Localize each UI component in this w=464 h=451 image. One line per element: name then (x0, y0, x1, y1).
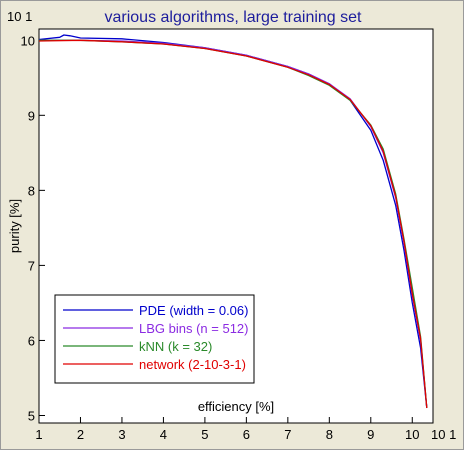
y-tick-label: 8 (28, 183, 35, 198)
y-multiplier-label: 10 1 (7, 9, 32, 24)
chart-title: various algorithms, large training set (104, 9, 362, 26)
x-tick-label: 9 (367, 427, 374, 442)
x-tick-label: 7 (284, 427, 291, 442)
x-axis-label: efficiency [%] (198, 399, 274, 414)
x-tick-label: 8 (326, 427, 333, 442)
x-tick-group: 1 2 3 4 5 6 7 8 9 10 (35, 417, 419, 442)
y-tick-label: 10 (21, 33, 35, 48)
y-tick-group: 5 6 7 8 9 10 (21, 33, 45, 423)
legend-label-lbg: LBG bins (n = 512) (139, 321, 248, 336)
series-group (38, 34, 428, 409)
y-tick-label: 5 (28, 408, 35, 423)
x-tick-label: 5 (201, 427, 208, 442)
y-tick-label: 7 (28, 258, 35, 273)
series-line-network (38, 39, 428, 409)
x-tick-label: 6 (243, 427, 250, 442)
x-tick-label: 10 (405, 427, 419, 442)
y-axis-label: purity [%] (7, 199, 22, 253)
legend: PDE (width = 0.06) LBG bins (n = 512) kN… (54, 294, 255, 384)
x-tick-label: 2 (77, 427, 84, 442)
x-tick-label: 3 (118, 427, 125, 442)
legend-label-pde: PDE (width = 0.06) (139, 303, 248, 318)
x-multiplier-label: 10 1 (431, 427, 456, 442)
x-tick-label: 4 (160, 427, 167, 442)
legend-label-network: network (2-10-3-1) (139, 357, 246, 372)
y-tick-label: 6 (28, 333, 35, 348)
legend-label-knn: kNN (k = 32) (139, 339, 212, 354)
y-tick-label: 9 (28, 108, 35, 123)
x-tick-label: 1 (35, 427, 42, 442)
